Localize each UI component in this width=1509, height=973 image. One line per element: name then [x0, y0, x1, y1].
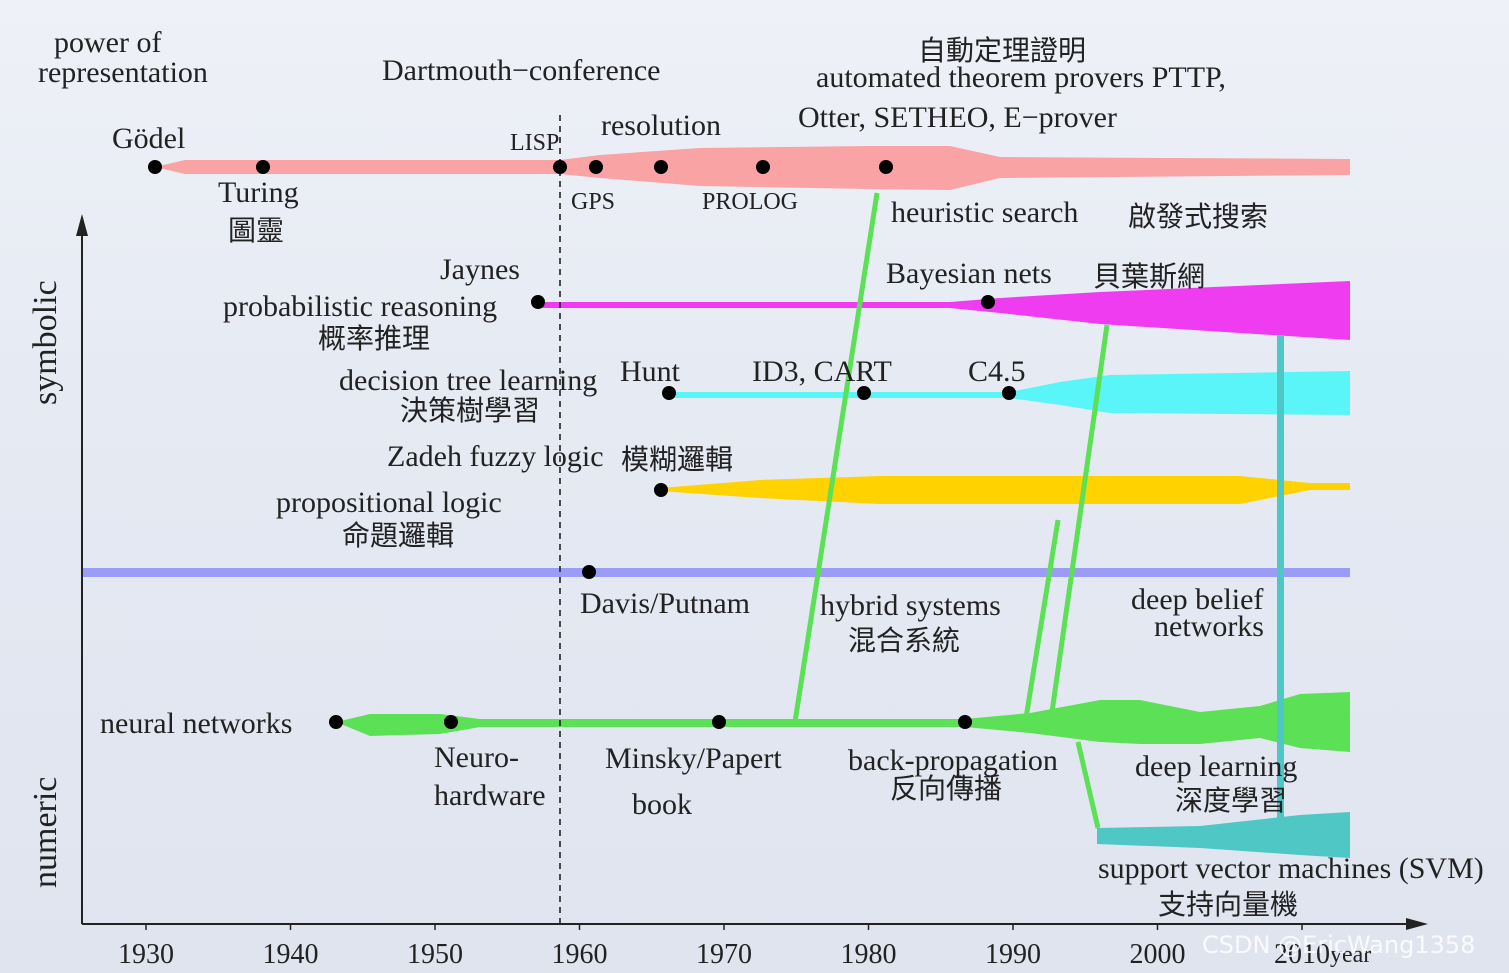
dl-zh-label: 深度學習 [1175, 784, 1287, 817]
dot-atp [879, 160, 893, 174]
dbn-label-2: networks [1154, 610, 1264, 643]
resolution-label: resolution [601, 109, 721, 142]
c45-label: C4.5 [968, 355, 1026, 388]
backprop-label: back-propagation [848, 744, 1058, 777]
dot-godel [148, 160, 162, 174]
x-axis-ticks: 1930 1940 1950 1960 1970 1980 1990 2000 2010 [118, 924, 1330, 970]
dot-fuzzy [654, 483, 668, 497]
davis-label: Davis/Putnam [580, 587, 750, 620]
backprop-zh-label: 反向傳播 [890, 772, 1002, 805]
x-tick-label-1970: 1970 [696, 939, 752, 970]
atp-label-2: Otter, SETHEO, E−prover [798, 101, 1117, 134]
dtree-zh-label: 決策樹學習 [400, 394, 540, 427]
hybrid-zh-label: 混合系統 [848, 624, 960, 657]
svm-label: support vector machines (SVM) [1098, 852, 1484, 885]
dot-minsky [712, 715, 726, 729]
x-tick-label-1930: 1930 [118, 939, 174, 970]
dot-jaynes [531, 295, 545, 309]
fuzzy-label: Zadeh fuzzy logic [387, 440, 604, 473]
dbn-label: deep belief [1131, 583, 1263, 616]
watermark: CSDN @EricWang1358 [1202, 931, 1475, 959]
atp-label: automated theorem provers PTTP, [816, 61, 1226, 94]
symbolic-numeric-divider [82, 568, 1350, 577]
neuro-label-2: hardware [434, 779, 546, 812]
prob-label: probabilistic reasoning [223, 290, 497, 323]
dot-prolog [756, 160, 770, 174]
deep-belief-connector [1277, 335, 1284, 820]
dot-bayes [981, 295, 995, 309]
dot-backprop [958, 715, 972, 729]
x-tick-label-1980: 1980 [841, 939, 897, 970]
y-symbolic-label: symbolic [27, 280, 64, 405]
dot-lisp [553, 160, 567, 174]
hybrid-line-heuristic [792, 192, 880, 723]
bayes-zh-label: 貝葉斯網 [1093, 260, 1205, 293]
x-tick-label-2010: 2010 [1274, 939, 1330, 970]
heuristic-label: heuristic search [891, 196, 1078, 229]
dot-hunt [662, 386, 676, 400]
x-tick-label-1960: 1960 [552, 939, 608, 970]
y-numeric-label: numeric [27, 777, 64, 888]
dot-resolution [654, 160, 668, 174]
dot-turing [256, 160, 270, 174]
hybrid-line-dtree-1 [1049, 324, 1110, 713]
y-top-label-2: representation [38, 56, 208, 89]
minsky-label-2: book [632, 788, 692, 821]
x-tick-label-1990: 1990 [985, 939, 1041, 970]
dot-gps [589, 160, 603, 174]
x-unit-label: year [1330, 942, 1371, 968]
x-axis-arrow [1406, 918, 1428, 930]
hybrid-line-svm [1075, 741, 1101, 829]
neuro-label: Neuro- [434, 741, 519, 774]
x-tick-label-1940: 1940 [263, 939, 319, 970]
theorem-proving-band [155, 146, 1350, 190]
nn-label: neural networks [100, 707, 292, 740]
x-tick-label-1950: 1950 [407, 939, 463, 970]
gps-label: GPS [571, 189, 615, 215]
turing-label: Turing [218, 176, 299, 209]
fuzzy-zh-label: 模糊邏輯 [621, 443, 733, 476]
prop-zh-label: 命題邏輯 [342, 519, 454, 552]
event-dots [148, 160, 1016, 729]
dot-nn [329, 715, 343, 729]
id3-label: ID3, CART [752, 355, 892, 388]
x-tick-label-2000: 2000 [1130, 939, 1186, 970]
dot-c45 [1002, 386, 1016, 400]
dot-neuro [444, 715, 458, 729]
jaynes-label: Jaynes [440, 253, 520, 286]
y-axis-arrow [76, 214, 88, 236]
prop-label: propositional logic [276, 486, 502, 519]
hybrid-line-bayes [1023, 519, 1061, 719]
turing-zh-label: 圖靈 [228, 214, 284, 247]
neural-networks-band [336, 692, 1350, 752]
godel-label: Gödel [112, 122, 185, 155]
propositional-logic-band [660, 476, 1350, 504]
svm-band [1097, 812, 1350, 858]
y-top-label-1: power of [54, 26, 161, 59]
svm-zh-label: 支持向量機 [1158, 888, 1298, 921]
dot-id3 [857, 386, 871, 400]
dot-davis [582, 565, 596, 579]
heuristic-zh-label: 啟發式搜索 [1128, 200, 1268, 233]
dartmouth-label: Dartmouth−conference [382, 54, 660, 87]
minsky-label: Minsky/Papert [605, 742, 782, 775]
bayes-label: Bayesian nets [886, 257, 1052, 290]
prolog-label: PROLOG [702, 189, 798, 215]
probabilistic-band [538, 281, 1350, 340]
hunt-label: Hunt [620, 355, 681, 388]
dtree-label: decision tree learning [339, 364, 597, 397]
prob-zh-label: 概率推理 [318, 322, 430, 355]
lisp-label: LISP [510, 130, 559, 156]
dl-label: deep learning [1135, 750, 1297, 783]
hybrid-label: hybrid systems [820, 589, 1001, 622]
atp-zh-label: 自動定理證明 [918, 34, 1086, 67]
